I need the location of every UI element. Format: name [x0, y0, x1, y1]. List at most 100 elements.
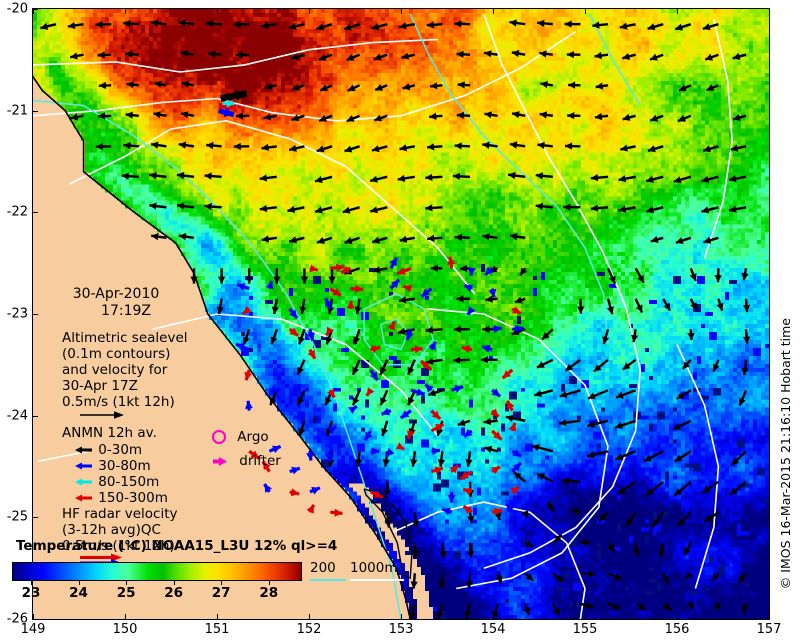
geostrophic-velocity-arrow [176, 171, 195, 180]
geostrophic-velocity-arrow [456, 295, 470, 303]
geostrophic-velocity-arrow [407, 389, 416, 406]
hf-radar-velocity-arrow [263, 483, 272, 493]
drifter-arrow-icon [213, 456, 227, 466]
geostrophic-velocity-arrow [539, 50, 553, 58]
geostrophic-velocity-arrow [662, 602, 672, 612]
geostrophic-velocity-arrow [552, 533, 563, 544]
geostrophic-velocity-arrow [347, 84, 361, 92]
contour-path [33, 75, 411, 619]
geostrophic-velocity-arrow [495, 572, 503, 584]
geostrophic-velocity-arrow [587, 389, 609, 400]
geostrophic-velocity-arrow [123, 142, 139, 150]
hf-radar-velocity-arrow [261, 460, 271, 473]
legend-anmn-label-3: 150-300m [98, 490, 168, 506]
legend-drifter: drifter [212, 453, 281, 469]
geostrophic-velocity-arrow [634, 298, 644, 314]
geostrophic-velocity-arrow [633, 542, 641, 557]
geostrophic-velocity-arrow [645, 175, 664, 183]
geostrophic-velocity-arrow [372, 266, 388, 274]
geostrophic-velocity-arrow [621, 53, 636, 60]
geostrophic-velocity-arrow [714, 603, 722, 612]
geostrophic-velocity-arrow [650, 235, 664, 243]
geostrophic-velocity-arrow [399, 235, 416, 243]
geostrophic-velocity-arrow [371, 145, 388, 153]
hf-radar-velocity-arrow [511, 461, 523, 473]
geostrophic-velocity-arrow [580, 601, 594, 609]
hf-radar-velocity-arrow [459, 470, 473, 481]
geostrophic-velocity-arrow [540, 80, 553, 89]
x-tickmark-top-150 [125, 8, 126, 14]
copyright-label: © IMOS 16-Mar-2015 21:16:10 Hobart time [778, 318, 793, 590]
geostrophic-velocity-arrow [465, 451, 473, 467]
geostrophic-velocity-arrow [741, 603, 749, 614]
geostrophic-velocity-arrow [383, 481, 392, 498]
contour-path [37, 450, 89, 463]
geostrophic-velocity-arrow [647, 145, 664, 153]
land-coastline-polygon [33, 75, 413, 619]
hf-radar-velocity-arrow [289, 488, 300, 497]
geostrophic-velocity-arrow [649, 53, 664, 61]
hf-radar-velocity-arrow [511, 449, 523, 458]
geostrophic-velocity-arrow [703, 511, 720, 523]
geostrophic-velocity-arrow [606, 298, 614, 315]
geostrophic-velocity-arrow [662, 298, 672, 312]
hf-radar-velocity-arrow [461, 345, 473, 353]
annotation-altimetry-line-1: (0.1m contours) [62, 346, 171, 362]
geostrophic-velocity-arrow [298, 328, 306, 345]
hf-radar-velocity-arrow [449, 464, 460, 474]
geostrophic-velocity-arrow [702, 145, 719, 153]
geostrophic-velocity-arrow [687, 329, 695, 341]
geostrophic-velocity-arrow [594, 51, 609, 60]
hf-radar-velocity-arrow [389, 256, 399, 270]
geostrophic-velocity-arrow [577, 298, 585, 314]
legend-argo: Argo [212, 429, 269, 445]
y-tickmark--22 [32, 212, 38, 214]
colorbar-tickmark-23 [31, 581, 33, 585]
contour-path [588, 13, 641, 106]
geostrophic-velocity-arrow [384, 512, 392, 528]
hf-radar-velocity-arrow [346, 300, 355, 310]
map-plot-area[interactable] [32, 8, 770, 620]
geostrophic-velocity-arrow [454, 20, 471, 28]
geostrophic-velocity-arrow [672, 419, 692, 431]
geostrophic-velocity-arrow [288, 144, 305, 152]
geostrophic-velocity-arrow [437, 451, 445, 467]
geostrophic-velocity-arrow [484, 445, 498, 453]
annotation-altimetry-line-0: Altimetric sealevel [62, 330, 188, 346]
geostrophic-velocity-arrow [216, 298, 224, 315]
y-tickmark--25 [32, 517, 38, 519]
geostrophic-velocity-arrow [409, 603, 417, 619]
geostrophic-velocity-arrow [235, 112, 250, 120]
geostrophic-velocity-arrow [328, 268, 336, 284]
x-tick-151: 151 [204, 622, 230, 637]
geostrophic-velocity-arrow [204, 172, 222, 180]
geostrophic-velocity-arrow [607, 542, 616, 553]
geostrophic-velocity-arrow [712, 359, 720, 373]
hf-radar-velocity-arrow [289, 466, 301, 475]
geostrophic-velocity-arrow [353, 328, 361, 345]
geostrophic-velocity-arrow [429, 82, 443, 90]
geostrophic-velocity-arrow [514, 296, 526, 304]
geostrophic-velocity-arrow [701, 480, 720, 494]
geostrophic-velocity-arrow [402, 83, 416, 91]
hf-radar-velocity-arrow [385, 448, 395, 458]
geostrophic-velocity-arrow [453, 325, 471, 333]
hf-radar-velocity-arrow [488, 288, 497, 298]
geostrophic-velocity-arrow [509, 141, 526, 149]
geostrophic-velocity-arrow [259, 204, 277, 213]
geostrophic-velocity-arrow [456, 111, 471, 120]
geostrophic-velocity-arrow [730, 144, 747, 152]
x-tickmark-149 [33, 614, 34, 620]
geostrophic-velocity-arrow [674, 23, 692, 31]
x-tickmark-top-151 [217, 8, 218, 14]
geostrophic-velocity-arrow [742, 298, 751, 313]
geostrophic-velocity-arrow [426, 21, 443, 29]
hf-radar-velocity-arrow [340, 265, 352, 275]
geostrophic-velocity-arrow [607, 602, 622, 610]
geostrophic-velocity-arrow [619, 22, 636, 30]
geostrophic-velocity-arrow [730, 450, 747, 467]
geostrophic-velocity-arrow [590, 204, 609, 212]
geostrophic-velocity-arrow [507, 171, 526, 180]
geostrophic-velocity-arrow [153, 80, 167, 88]
x-tick-155: 155 [572, 622, 598, 637]
